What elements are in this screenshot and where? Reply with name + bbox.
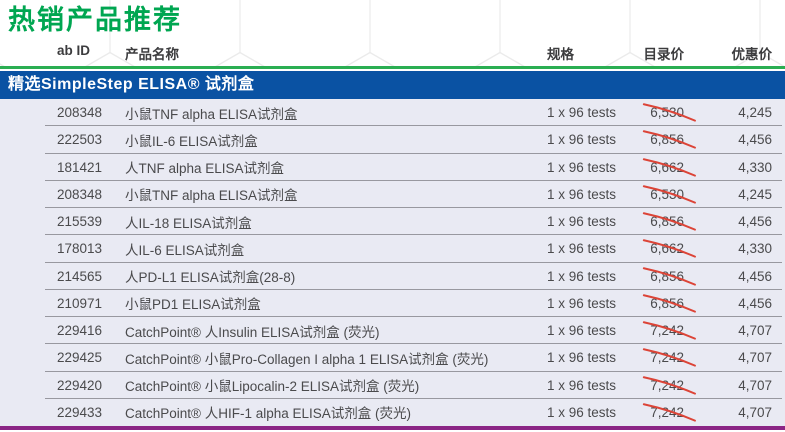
strikethrough-mark — [642, 156, 697, 180]
cell-product-name: CatchPoint® 人HIF-1 alpha ELISA试剂盒 (荧光) — [125, 406, 412, 422]
table-row: 208348 小鼠TNF alpha ELISA试剂盒 1 x 96 tests… — [0, 181, 785, 209]
cell-ab-id: 214565 — [57, 268, 103, 284]
column-header-promo-price: 优惠价 — [731, 47, 773, 62]
cell-spec: 1 x 96 tests — [547, 377, 617, 393]
cell-spec: 1 x 96 tests — [547, 323, 617, 339]
cell-spec: 1 x 96 tests — [547, 214, 617, 230]
cell-spec: 1 x 96 tests — [547, 295, 617, 311]
cell-product-name: CatchPoint® 人Insulin ELISA试剂盒 (荧光) — [125, 324, 380, 340]
cell-promo-price: 4,456 — [738, 132, 772, 148]
cell-list-price: 6,856 — [631, 296, 688, 311]
cell-product-name: 小鼠TNF alpha ELISA试剂盒 — [125, 106, 298, 122]
cell-list-price: 7,242 — [631, 405, 688, 420]
cell-promo-price: 4,707 — [738, 404, 772, 420]
cell-promo-price: 4,707 — [738, 377, 772, 393]
strikethrough-mark — [642, 346, 697, 370]
cell-ab-id: 222503 — [57, 132, 103, 148]
column-header-product-name: 产品名称 — [125, 47, 179, 62]
cell-promo-price: 4,245 — [738, 186, 772, 202]
column-header-list-price: 目录价 — [643, 47, 685, 62]
cell-spec: 1 x 96 tests — [547, 186, 617, 202]
strikethrough-mark — [642, 401, 697, 425]
column-header-spec: 规格 — [547, 47, 574, 62]
cell-product-name: 小鼠PD1 ELISA试剂盒 — [125, 297, 261, 313]
cell-promo-price: 4,707 — [738, 323, 772, 339]
strikethrough-mark — [642, 210, 697, 234]
cell-product-name: CatchPoint® 小鼠Lipocalin-2 ELISA试剂盒 (荧光) — [125, 379, 420, 395]
cell-product-name: 人TNF alpha ELISA试剂盒 — [125, 161, 285, 177]
cell-ab-id: 229433 — [57, 404, 103, 420]
table-row: 210971 小鼠PD1 ELISA试剂盒 1 x 96 tests 6,856… — [0, 290, 785, 318]
cell-list-price: 6,856 — [631, 269, 688, 284]
table-row: 229433 CatchPoint® 人HIF-1 alpha ELISA试剂盒… — [0, 399, 785, 426]
product-table: 208348 小鼠TNF alpha ELISA试剂盒 1 x 96 tests… — [0, 99, 785, 426]
footer-purple-bar — [0, 426, 785, 430]
cell-product-name: CatchPoint® 小鼠Pro-Collagen I alpha 1 ELI… — [125, 351, 489, 367]
strikethrough-mark — [642, 183, 697, 207]
cell-promo-price: 4,330 — [738, 159, 772, 175]
cell-product-name: 小鼠IL-6 ELISA试剂盒 — [125, 133, 258, 149]
strikethrough-mark — [642, 128, 697, 152]
section-banner: 精选SimpleStep ELISA® 试剂盒 — [0, 71, 785, 99]
cell-spec: 1 x 96 tests — [547, 132, 617, 148]
cell-ab-id: 208348 — [57, 105, 103, 121]
cell-promo-price: 4,330 — [738, 241, 772, 257]
cell-ab-id: 229425 — [57, 350, 103, 366]
cell-promo-price: 4,245 — [738, 105, 772, 121]
cell-spec: 1 x 96 tests — [547, 350, 617, 366]
table-row: 215539 人IL-18 ELISA试剂盒 1 x 96 tests 6,85… — [0, 208, 785, 236]
cell-spec: 1 x 96 tests — [547, 404, 617, 420]
cell-list-price: 6,530 — [631, 105, 688, 120]
cell-list-price: 6,662 — [631, 160, 688, 175]
strikethrough-mark — [642, 101, 697, 125]
table-row: 208348 小鼠TNF alpha ELISA试剂盒 1 x 96 tests… — [0, 99, 785, 127]
spacer — [0, 69, 785, 71]
cell-ab-id: 178013 — [57, 241, 103, 257]
column-header-ab-id: ab ID — [57, 43, 91, 58]
cell-spec: 1 x 96 tests — [547, 241, 617, 257]
cell-product-name: 人IL-18 ELISA试剂盒 — [125, 215, 252, 231]
cell-spec: 1 x 96 tests — [547, 159, 617, 175]
cell-promo-price: 4,456 — [738, 268, 772, 284]
cell-promo-price: 4,707 — [738, 350, 772, 366]
cell-promo-price: 4,456 — [738, 214, 772, 230]
cell-list-price: 6,856 — [631, 132, 688, 147]
cell-ab-id: 208348 — [57, 186, 103, 202]
cell-list-price: 6,856 — [631, 214, 688, 229]
cell-ab-id: 181421 — [57, 159, 103, 175]
table-row: 214565 人PD-L1 ELISA试剂盒(28-8) 1 x 96 test… — [0, 263, 785, 291]
strikethrough-mark — [642, 319, 697, 343]
page-title: 热销产品推荐 — [8, 5, 182, 35]
table-row: 229420 CatchPoint® 小鼠Lipocalin-2 ELISA试剂… — [0, 372, 785, 400]
cell-product-name: 人IL-6 ELISA试剂盒 — [125, 242, 245, 258]
strikethrough-mark — [642, 265, 697, 289]
page-header: 热销产品推荐 ab ID 产品名称 规格 目录价 优惠价 — [0, 0, 785, 66]
table-row: 178013 人IL-6 ELISA试剂盒 1 x 96 tests 6,662… — [0, 235, 785, 263]
cell-list-price: 7,242 — [631, 378, 688, 393]
cell-product-name: 人PD-L1 ELISA试剂盒(28-8) — [125, 270, 296, 286]
cell-list-price: 7,242 — [631, 323, 688, 338]
cell-ab-id: 210971 — [57, 295, 103, 311]
strikethrough-mark — [642, 374, 697, 398]
cell-list-price: 7,242 — [631, 350, 688, 365]
cell-spec: 1 x 96 tests — [547, 268, 617, 284]
cell-ab-id: 215539 — [57, 214, 103, 230]
cell-product-name: 小鼠TNF alpha ELISA试剂盒 — [125, 188, 298, 204]
cell-list-price: 6,530 — [631, 187, 688, 202]
hexagon-pattern-background — [0, 0, 785, 66]
table-column-headers: ab ID 产品名称 规格 目录价 优惠价 — [0, 43, 785, 63]
green-divider — [0, 66, 785, 69]
cell-ab-id: 229420 — [57, 377, 103, 393]
table-row: 222503 小鼠IL-6 ELISA试剂盒 1 x 96 tests 6,85… — [0, 126, 785, 154]
strikethrough-mark — [642, 292, 697, 316]
cell-ab-id: 229416 — [57, 323, 103, 339]
table-row: 181421 人TNF alpha ELISA试剂盒 1 x 96 tests … — [0, 154, 785, 182]
cell-promo-price: 4,456 — [738, 295, 772, 311]
cell-spec: 1 x 96 tests — [547, 105, 617, 121]
cell-list-price: 6,662 — [631, 241, 688, 256]
table-row: 229425 CatchPoint® 小鼠Pro-Collagen I alph… — [0, 344, 785, 372]
strikethrough-mark — [642, 237, 697, 261]
table-row: 229416 CatchPoint® 人Insulin ELISA试剂盒 (荧光… — [0, 317, 785, 345]
